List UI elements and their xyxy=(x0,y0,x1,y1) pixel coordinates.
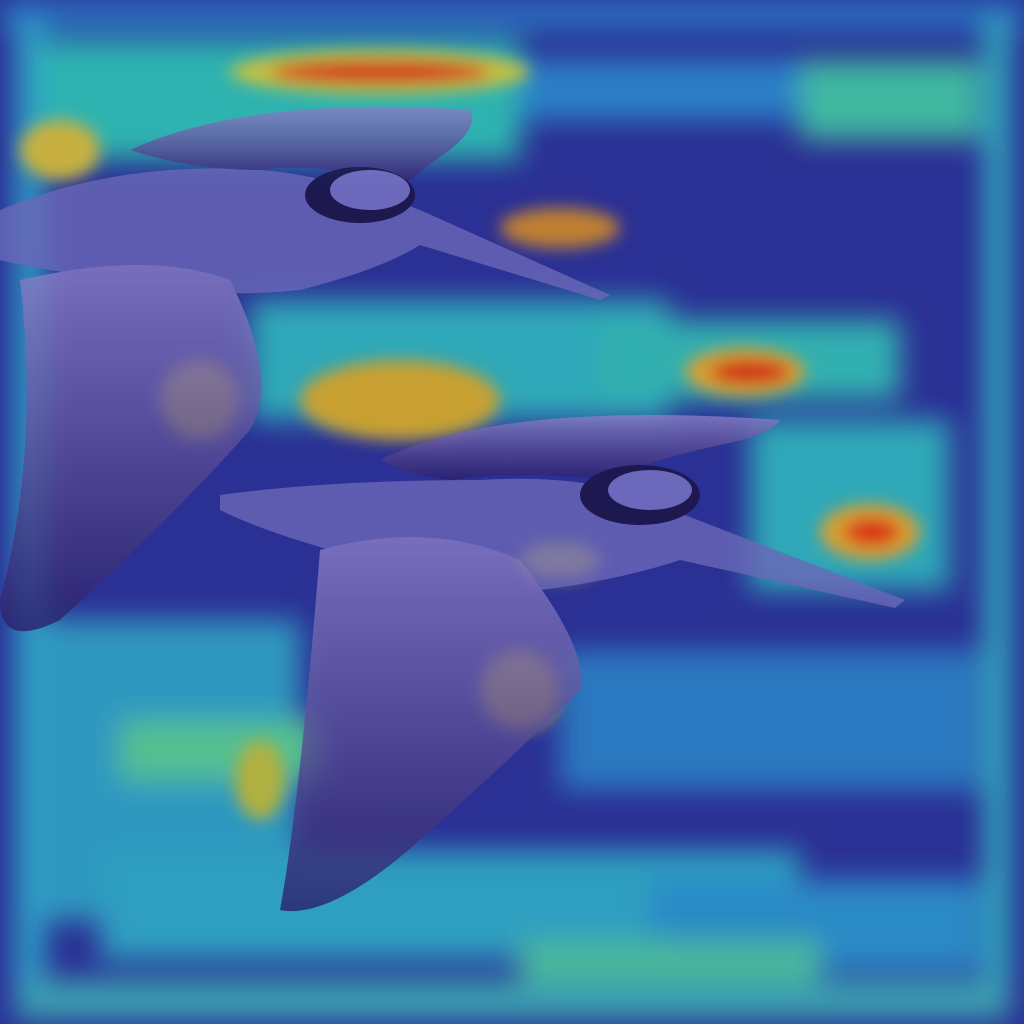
pelican-lower xyxy=(220,415,905,912)
pelican-upper xyxy=(0,106,610,632)
